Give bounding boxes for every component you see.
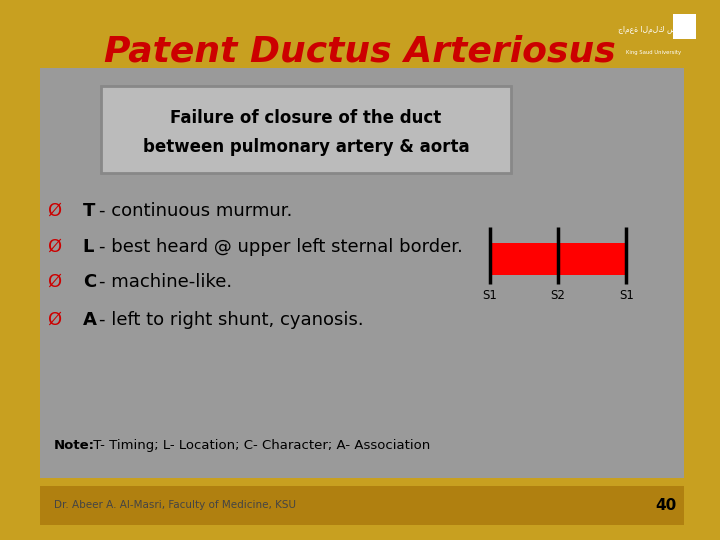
Text: S1: S1 (619, 289, 634, 302)
Text: T- Timing; L- Location; C- Character; A- Association: T- Timing; L- Location; C- Character; A-… (89, 439, 430, 452)
Text: 40: 40 (655, 498, 677, 513)
Text: C: C (83, 273, 96, 291)
Text: Failure of closure of the duct: Failure of closure of the duct (171, 109, 441, 127)
Text: - machine-like.: - machine-like. (99, 273, 232, 291)
Text: between pulmonary artery & aorta: between pulmonary artery & aorta (143, 138, 469, 157)
Bar (40, 486, 684, 525)
Text: Note:: Note: (54, 439, 95, 452)
Text: T: T (83, 201, 95, 220)
FancyBboxPatch shape (101, 86, 511, 173)
Bar (673, 14, 696, 39)
Text: - best heard @ upper left sternal border.: - best heard @ upper left sternal border… (99, 238, 462, 256)
Text: S1: S1 (482, 289, 497, 302)
Text: - continuous murmur.: - continuous murmur. (99, 201, 292, 220)
Bar (490, 243, 626, 275)
Bar (40, 68, 684, 478)
Text: Ø: Ø (47, 238, 61, 256)
Text: S2: S2 (551, 289, 565, 302)
Text: - left to right shunt, cyanosis.: - left to right shunt, cyanosis. (99, 310, 364, 329)
Text: Patent Ductus Arteriosus: Patent Ductus Arteriosus (104, 35, 616, 68)
Text: Ø: Ø (47, 201, 61, 220)
Text: A: A (83, 310, 96, 329)
Text: Dr. Abeer A. Al-Masri, Faculty of Medicine, KSU: Dr. Abeer A. Al-Masri, Faculty of Medici… (54, 501, 296, 510)
Text: Ø: Ø (47, 310, 61, 329)
Text: King Saud University: King Saud University (626, 50, 681, 55)
Text: L: L (83, 238, 94, 256)
Text: جامعة الملك سعود: جامعة الملك سعود (618, 25, 688, 34)
Text: Ø: Ø (47, 273, 61, 291)
